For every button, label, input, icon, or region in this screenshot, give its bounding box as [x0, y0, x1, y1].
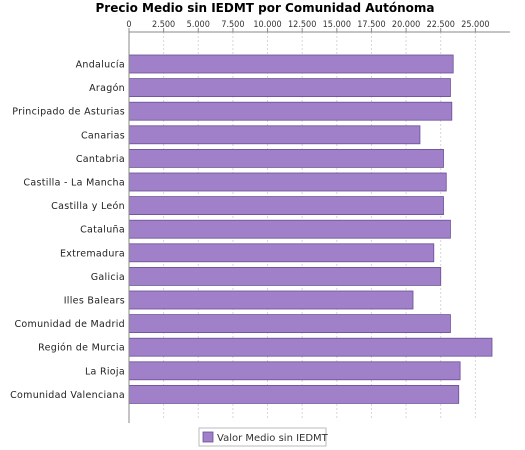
bar [128, 266, 442, 286]
bar [128, 54, 454, 74]
bar [128, 148, 444, 168]
category-label: Illes Balears [64, 296, 125, 307]
legend-swatch [202, 431, 214, 443]
x-tick-label: 10.000 [253, 20, 281, 30]
bar [128, 196, 444, 216]
bar [128, 172, 447, 192]
bar [128, 243, 435, 263]
x-tick-label: 15.000 [323, 20, 351, 30]
category-label: Principado de Asturias [12, 107, 125, 118]
category-label: Andalucía [76, 60, 125, 71]
bar [128, 101, 453, 121]
x-tick-label: 7.500 [221, 20, 244, 30]
category-label: Región de Murcia [38, 343, 125, 354]
x-tick-label: 5.000 [187, 20, 210, 30]
bar [128, 78, 451, 97]
category-label: La Rioja [85, 366, 125, 377]
legend-box [198, 427, 327, 447]
x-tick-label: 12.500 [288, 20, 316, 30]
category-label: Comunidad Valenciana [10, 390, 125, 401]
bar [128, 337, 493, 357]
category-label: Extremadura [60, 248, 125, 259]
legend: Valor Medio sin IEDMT [198, 427, 329, 447]
x-tick-label: 0 [126, 20, 131, 30]
category-label: Castilla - La Mancha [23, 178, 125, 189]
x-tick-label: 20.000 [392, 20, 420, 30]
bars [128, 54, 493, 404]
category-labels: Andalucía Aragón Principado de Asturias Can… [10, 60, 125, 401]
category-label: Cataluña [80, 225, 125, 236]
legend-label: Valor Medio sin IEDMT [217, 433, 329, 444]
category-label: Aragón [89, 83, 125, 94]
category-label: Galicia [91, 272, 125, 283]
bar [128, 384, 460, 404]
x-tick-label: 25.000 [461, 20, 489, 30]
category-label: Canarias [81, 130, 125, 141]
x-tick-label: 22.500 [427, 20, 455, 30]
bar [128, 314, 451, 334]
chart-title: Precio Medio sin IEDMT por Comunidad Aut… [96, 1, 435, 15]
category-label: Comunidad de Madrid [14, 319, 125, 330]
bar [128, 290, 414, 310]
x-axis-ticks: 0 2.500 5.000 7.500 10.000 12.500 15.000 17.500… [126, 20, 490, 32]
category-label: Cantabria [76, 154, 125, 165]
x-tick-label: 17.500 [357, 20, 385, 30]
category-label: Castilla y León [51, 201, 125, 212]
x-tick-label: 2.500 [152, 20, 175, 30]
bar [128, 361, 461, 381]
bar [128, 219, 451, 239]
bar [128, 125, 421, 145]
